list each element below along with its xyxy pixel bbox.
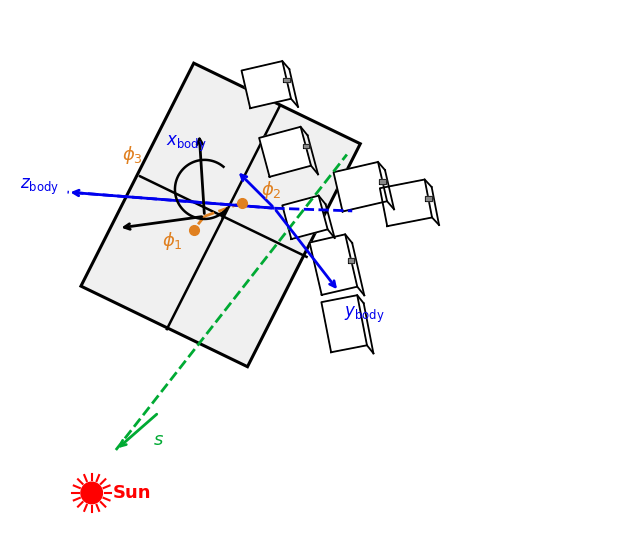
Polygon shape: [284, 78, 290, 82]
Polygon shape: [425, 197, 431, 201]
Polygon shape: [333, 162, 387, 212]
Text: $\phi_1$: $\phi_1$: [162, 230, 182, 252]
Text: $y_\mathrm{body}$: $y_\mathrm{body}$: [344, 305, 385, 325]
Text: $z_\mathrm{body}$: $z_\mathrm{body}$: [20, 177, 60, 197]
Polygon shape: [303, 144, 309, 148]
Text: $s$: $s$: [154, 430, 164, 449]
Polygon shape: [241, 61, 291, 108]
Circle shape: [81, 482, 102, 504]
Text: $x_\mathrm{body}$: $x_\mathrm{body}$: [166, 134, 207, 154]
Text: Sun: Sun: [113, 484, 152, 502]
Polygon shape: [380, 179, 432, 226]
Text: $\phi_2$: $\phi_2$: [261, 179, 282, 201]
Polygon shape: [282, 195, 328, 239]
Polygon shape: [81, 63, 360, 367]
Polygon shape: [348, 258, 355, 262]
Polygon shape: [321, 295, 367, 352]
Text: $\phi_3$: $\phi_3$: [122, 144, 143, 166]
Polygon shape: [310, 234, 357, 295]
Polygon shape: [380, 179, 386, 184]
Polygon shape: [259, 127, 311, 177]
